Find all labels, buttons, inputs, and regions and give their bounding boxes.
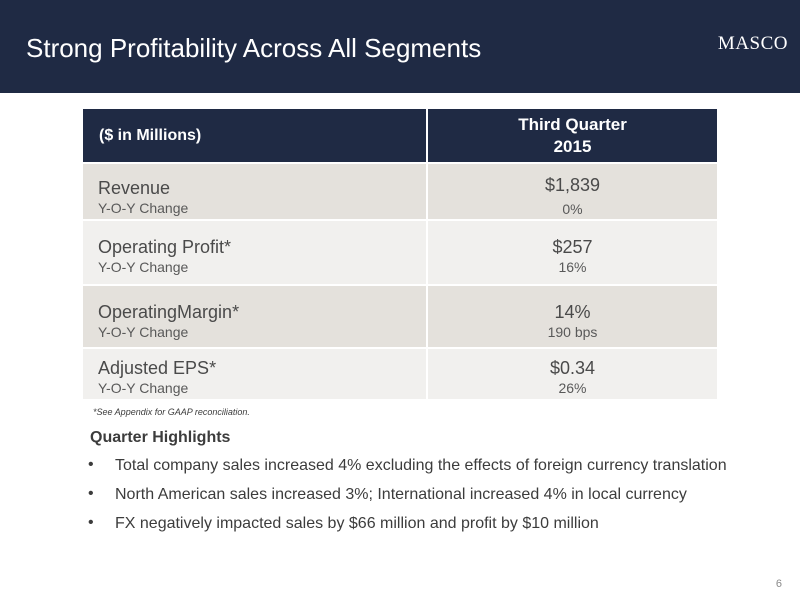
financial-table: ($ in Millions) Third Quarter 2015 Reven…	[83, 109, 717, 399]
highlights-title: Quarter Highlights	[90, 429, 231, 446]
highlights-list: • Total company sales increased 4% exclu…	[86, 455, 766, 542]
yoy-value: 190 bps	[547, 324, 598, 340]
slide-header: Strong Profitability Across All Segments…	[0, 0, 800, 93]
bullet-icon: •	[88, 514, 94, 531]
highlight-text: North American sales increased 3%; Inter…	[115, 486, 687, 503]
yoy-label: Y-O-Y Change	[98, 259, 189, 275]
metric-label: OperatingMargin*	[98, 302, 240, 322]
table-row-operating-margin: OperatingMargin* Y-O-Y Change 14% 190 bp…	[83, 286, 717, 349]
yoy-label: Y-O-Y Change	[98, 324, 189, 340]
row-value-cell: $1,839 0%	[428, 164, 717, 219]
period-year: 2015	[553, 136, 592, 156]
table-row-operating-profit: Operating Profit* Y-O-Y Change $257 16%	[83, 221, 717, 286]
list-item: • FX negatively impacted sales by $66 mi…	[86, 513, 766, 534]
row-value-cell: $257 16%	[428, 221, 717, 284]
metric-value: $257	[552, 237, 593, 257]
yoy-value: 0%	[562, 201, 583, 217]
highlight-text: Total company sales increased 4% excludi…	[115, 457, 727, 474]
metric-label: Adjusted EPS*	[98, 358, 217, 378]
table-row-revenue: Revenue Y-O-Y Change $1,839 0%	[83, 164, 717, 221]
table-header-period: Third Quarter 2015	[428, 109, 717, 162]
row-value-cell: $0.34 26%	[428, 349, 717, 399]
table-header-row: ($ in Millions) Third Quarter 2015	[83, 109, 717, 164]
bullet-icon: •	[88, 485, 94, 502]
yoy-label: Y-O-Y Change	[98, 380, 189, 396]
slide-title: Strong Profitability Across All Segments	[26, 33, 482, 63]
page-number: 6	[775, 578, 782, 590]
highlight-text: FX negatively impacted sales by $66 mill…	[115, 515, 599, 532]
row-label-cell: OperatingMargin* Y-O-Y Change	[83, 286, 428, 347]
table-row-adjusted-eps: Adjusted EPS* Y-O-Y Change $0.34 26%	[83, 349, 717, 399]
period-quarter: Third Quarter	[518, 114, 627, 134]
metric-value: 14%	[554, 302, 591, 322]
metric-label: Operating Profit*	[98, 237, 232, 257]
row-label-cell: Operating Profit* Y-O-Y Change	[83, 221, 428, 284]
masco-logo: MASCO	[717, 33, 788, 54]
yoy-label: Y-O-Y Change	[98, 200, 189, 216]
yoy-value: 16%	[558, 259, 587, 275]
bullet-icon: •	[88, 456, 94, 473]
gaap-footnote: *See Appendix for GAAP reconciliation.	[93, 407, 250, 417]
metric-label: Revenue	[98, 178, 171, 198]
row-label-cell: Revenue Y-O-Y Change	[83, 164, 428, 219]
yoy-value: 26%	[558, 380, 587, 396]
metric-value: $1,839	[544, 175, 601, 195]
metric-value: $0.34	[549, 358, 596, 378]
list-item: • North American sales increased 3%; Int…	[86, 484, 766, 505]
list-item: • Total company sales increased 4% exclu…	[86, 455, 766, 476]
table-header-label: ($ in Millions)	[83, 109, 428, 162]
row-value-cell: 14% 190 bps	[428, 286, 717, 347]
row-label-cell: Adjusted EPS* Y-O-Y Change	[83, 349, 428, 399]
